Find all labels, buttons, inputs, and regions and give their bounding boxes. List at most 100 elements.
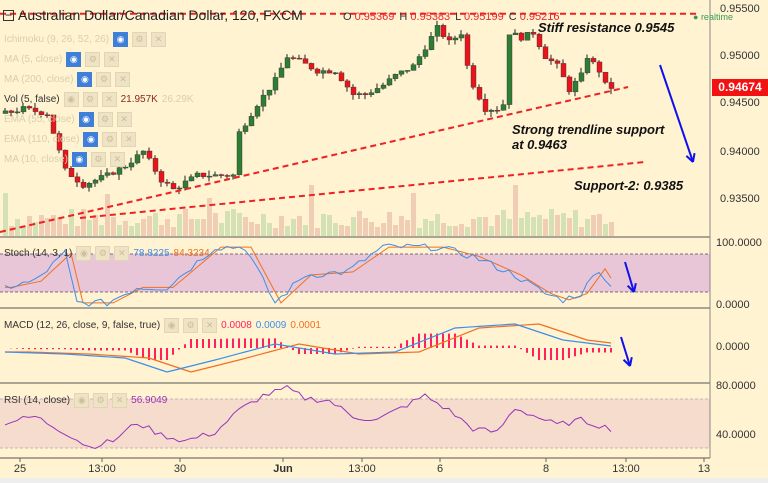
visibility-icon[interactable]: ◉ [77,72,93,87]
visibility-icon[interactable]: ◉ [71,152,87,167]
visibility-icon[interactable]: ◉ [78,112,94,127]
gear-icon[interactable]: ⚙ [102,132,118,147]
visibility-icon[interactable]: ◉ [113,32,129,47]
candle-body [182,180,189,189]
close-icon[interactable]: ✕ [109,152,125,167]
study-ma10[interactable]: MA (10, close) ◉ ⚙ ✕ [4,152,125,167]
candle-body [536,34,543,47]
candle-body [128,162,135,168]
gear-icon[interactable]: ⚙ [132,32,148,47]
gear-icon[interactable]: ⚙ [96,72,112,87]
volume-bar [21,226,26,236]
gear-icon[interactable]: ⚙ [93,393,109,408]
time-tick: 13 [697,463,711,475]
candle-body [350,86,357,95]
candle-body [596,61,603,73]
candle-body [422,49,429,57]
close-icon[interactable]: ✕ [112,393,128,408]
volume-bar [417,228,422,236]
study-volume[interactable]: Vol (5, false) ◉ ⚙ ✕ 21.957K 26.29K [4,92,194,107]
candle-body [80,181,87,188]
down-arrow-price-head [685,155,694,163]
close-icon[interactable]: ✕ [115,72,131,87]
candle-body [44,114,51,116]
gear-icon[interactable]: ⚙ [90,152,106,167]
gear-icon[interactable]: ⚙ [97,112,113,127]
volume-bar [171,227,176,236]
macd-signal-line [5,323,612,373]
candle-body [302,58,309,64]
support-annotation-line1: Strong trendline support [512,122,665,137]
visibility-icon[interactable]: ◉ [74,393,90,408]
candle-body [254,106,261,117]
macd-legend[interactable]: MACD (12, 26, close, 9, false, true) ◉ ⚙ ✕ 0… [4,318,321,333]
close-icon[interactable]: ✕ [101,92,117,107]
candle-body [356,93,363,95]
volume-bar [51,215,56,236]
visibility-icon[interactable]: ◉ [76,246,92,261]
candle-body [590,58,597,63]
candle-body [74,176,81,183]
volume-bar [99,225,104,236]
support2-annotation: Support-2: 0.9385 [574,178,684,193]
candle-body [242,125,249,132]
volume-bar [453,226,458,236]
study-ema55[interactable]: EMA (55, close) ◉ ⚙ ✕ [4,112,132,127]
volume-bar [291,219,296,236]
collapse-icon[interactable]: − [3,7,14,22]
last-price-tag: 0.94674 [712,79,768,96]
visibility-icon[interactable]: ◉ [83,132,99,147]
gear-icon[interactable]: ⚙ [85,52,101,67]
candle-body [278,67,285,78]
candle-body [62,149,69,169]
candle-body [194,172,201,177]
visibility-icon[interactable]: ◉ [66,52,82,67]
close-icon[interactable]: ✕ [116,112,132,127]
volume-bar [399,216,404,236]
close-icon[interactable]: ✕ [121,132,137,147]
close-icon[interactable]: ✕ [202,318,218,333]
candle-body [500,104,507,111]
volume-bar [285,226,290,236]
close-icon[interactable]: ✕ [114,246,130,261]
candle-body [116,167,123,175]
study-ma200[interactable]: MA (200, close) ◉ ⚙ ✕ [4,72,131,87]
study-ema110[interactable]: EMA (110, close) ◉ ⚙ ✕ [4,132,137,147]
price-tick: 0.94500 [720,97,760,109]
trendline-support [0,86,629,233]
candle-body [86,183,93,188]
candle-body [272,77,279,91]
candle-body [152,158,159,172]
volume-bar [207,198,212,236]
volume-bar [405,220,410,236]
candle-body [266,89,273,96]
gear-icon[interactable]: ⚙ [82,92,98,107]
study-ma5[interactable]: MA (5, close) ◉ ⚙ ✕ [4,52,120,67]
volume-bar [411,193,416,236]
candle-body [386,78,393,86]
realtime-indicator: ● realtime [693,12,733,22]
candle-body [362,93,369,95]
stoch-d-line [5,246,612,304]
candle-body [434,25,441,37]
candle-body [506,34,513,105]
candle-body [248,116,255,127]
close-icon[interactable]: ✕ [104,52,120,67]
visibility-icon[interactable]: ◉ [63,92,79,107]
down-arrow-macd [620,336,631,367]
visibility-icon[interactable]: ◉ [164,318,180,333]
candle-body [140,150,147,155]
close-icon[interactable]: ✕ [151,32,167,47]
study-ichimoku[interactable]: Ichimoku (9, 26, 52, 26) ◉ ⚙ ✕ [4,32,167,47]
volume-bar [423,219,428,236]
macd-tick: 0.0000 [716,341,750,353]
volume-bar [345,226,350,236]
gear-icon[interactable]: ⚙ [95,246,111,261]
volume-bar [231,209,236,236]
stoch-legend[interactable]: Stoch (14, 3, 1) ◉ ⚙ ✕ 78.8225 84.3234 [4,246,210,261]
gear-icon[interactable]: ⚙ [183,318,199,333]
volume-bar [255,224,260,236]
rsi-legend[interactable]: RSI (14, close) ◉ ⚙ ✕ 56.9049 [4,393,168,408]
candle-body [110,172,117,175]
